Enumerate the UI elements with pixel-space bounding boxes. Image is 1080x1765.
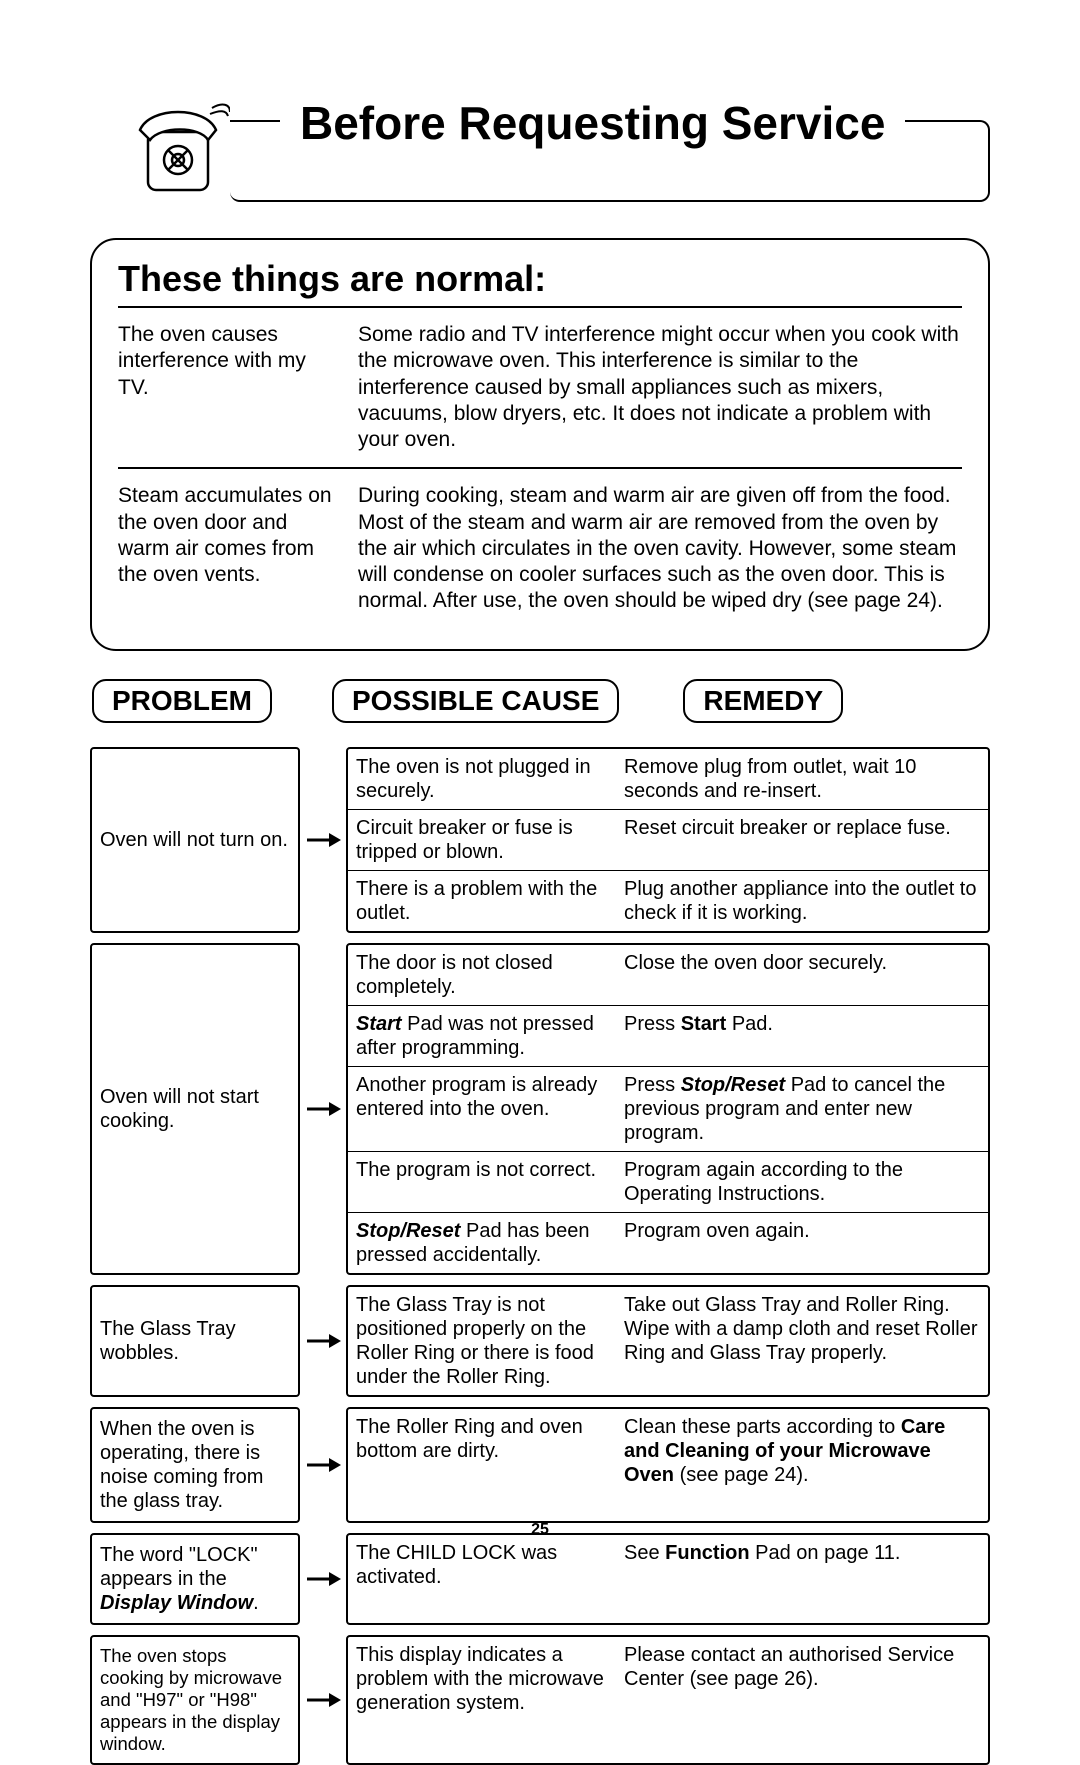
cause-remedy-box: The Glass Tray is not positioned properl… — [346, 1285, 990, 1397]
ts-row: Oven will not start cooking. The door is … — [90, 943, 990, 1275]
cause-remedy-box: This display indicates a problem with th… — [346, 1635, 990, 1765]
cause-remedy-line: Another program is already entered into … — [348, 1066, 988, 1151]
problem-cell: Oven will not start cooking. — [90, 943, 300, 1275]
cause-remedy-box: The Roller Ring and oven bottom are dirt… — [346, 1407, 990, 1523]
arrow-icon — [300, 1635, 346, 1765]
manual-page: Before Requesting Service These things a… — [0, 0, 1080, 1565]
cause-remedy-line: Circuit breaker or fuse is tripped or bl… — [348, 809, 988, 870]
cause-remedy-line: The door is not closed completely.Close … — [348, 945, 988, 1005]
cause-cell: There is a problem with the outlet. — [348, 871, 616, 931]
remedy-cell: Program oven again. — [616, 1213, 988, 1273]
remedy-cell: Close the oven door securely. — [616, 945, 988, 1005]
remedy-cell: Press Start Pad. — [616, 1006, 988, 1066]
normal-behaviour-box: These things are normal: The oven causes… — [90, 238, 990, 651]
cause-remedy-line: The Roller Ring and oven bottom are dirt… — [348, 1409, 988, 1493]
arrow-icon — [300, 1533, 346, 1625]
cause-cell: Circuit breaker or fuse is tripped or bl… — [348, 810, 616, 870]
arrow-icon — [300, 747, 346, 933]
remedy-cell: Reset circuit breaker or replace fuse. — [616, 810, 988, 870]
cause-cell: This display indicates a problem with th… — [348, 1637, 616, 1721]
page-number: 25 — [0, 1521, 1080, 1539]
remedy-cell: Press Stop/Reset Pad to cancel the previ… — [616, 1067, 988, 1151]
remedy-cell: Take out Glass Tray and Roller Ring. Wip… — [616, 1287, 988, 1395]
normal-row-left: The oven causes interference with my TV. — [118, 322, 338, 453]
arrow-icon — [300, 1407, 346, 1523]
normal-row: Steam accumulates on the oven door and w… — [118, 467, 962, 628]
remedy-cell: Clean these parts according to Care and … — [616, 1409, 988, 1493]
page-title: Before Requesting Service — [280, 96, 905, 150]
telephone-icon — [120, 92, 230, 202]
arrow-icon — [300, 943, 346, 1275]
cause-remedy-line: There is a problem with the outlet.Plug … — [348, 870, 988, 931]
cause-cell: Another program is already entered into … — [348, 1067, 616, 1151]
cause-cell: The Glass Tray is not positioned properl… — [348, 1287, 616, 1395]
normal-row: The oven causes interference with my TV.… — [118, 308, 962, 467]
problem-cell: Oven will not turn on. — [90, 747, 300, 933]
ts-row: The Glass Tray wobbles. The Glass Tray is… — [90, 1285, 990, 1397]
cause-cell: Start Pad was not pressed after programm… — [348, 1006, 616, 1066]
cause-remedy-box: The door is not closed completely.Close … — [346, 943, 990, 1275]
cause-remedy-box: The CHILD LOCK was activated.See Functio… — [346, 1533, 990, 1625]
normal-row-right: Some radio and TV interference might occ… — [358, 322, 962, 453]
cause-remedy-line: Start Pad was not pressed after programm… — [348, 1005, 988, 1066]
column-headers: PROBLEM POSSIBLE CAUSE REMEDY — [90, 679, 990, 723]
remedy-cell: Program again according to the Operating… — [616, 1152, 988, 1212]
cause-remedy-box: The oven is not plugged in securely.Remo… — [346, 747, 990, 933]
col-remedy: REMEDY — [683, 679, 843, 723]
col-cause: POSSIBLE CAUSE — [332, 679, 619, 723]
remedy-cell: Please contact an authorised Service Cen… — [616, 1637, 988, 1721]
cause-remedy-line: The Glass Tray is not positioned properl… — [348, 1287, 988, 1395]
arrow-icon — [300, 1285, 346, 1397]
normal-row-left: Steam accumulates on the oven door and w… — [118, 483, 338, 614]
normal-heading: These things are normal: — [118, 258, 962, 308]
cause-remedy-line: The oven is not plugged in securely.Remo… — [348, 749, 988, 809]
remedy-cell: Plug another appliance into the outlet t… — [616, 871, 988, 931]
page-title-wrap: Before Requesting Service — [90, 110, 990, 202]
problem-cell: The word "LOCK" appears in the Display W… — [90, 1533, 300, 1625]
ts-row: When the oven is operating, there is noi… — [90, 1407, 990, 1523]
ts-row: The oven stops cooking by microwave and … — [90, 1635, 990, 1765]
normal-rows: The oven causes interference with my TV.… — [118, 308, 962, 629]
cause-remedy-line: Stop/Reset Pad has been pressed accident… — [348, 1212, 988, 1273]
cause-cell: The door is not closed completely. — [348, 945, 616, 1005]
ts-row: The word "LOCK" appears in the Display W… — [90, 1533, 990, 1625]
normal-row-right: During cooking, steam and warm air are g… — [358, 483, 962, 614]
cause-remedy-line: The program is not correct.Program again… — [348, 1151, 988, 1212]
cause-cell: The oven is not plugged in securely. — [348, 749, 616, 809]
cause-cell: The Roller Ring and oven bottom are dirt… — [348, 1409, 616, 1493]
problem-cell: The Glass Tray wobbles. — [90, 1285, 300, 1397]
problem-cell: When the oven is operating, there is noi… — [90, 1407, 300, 1523]
troubleshoot-table: Oven will not turn on. The oven is not pl… — [90, 747, 990, 1765]
col-problem: PROBLEM — [92, 679, 272, 723]
cause-cell: The program is not correct. — [348, 1152, 616, 1212]
ts-row: Oven will not turn on. The oven is not pl… — [90, 747, 990, 933]
problem-cell: The oven stops cooking by microwave and … — [90, 1635, 300, 1765]
remedy-cell: Remove plug from outlet, wait 10 seconds… — [616, 749, 988, 809]
cause-cell: Stop/Reset Pad has been pressed accident… — [348, 1213, 616, 1273]
cause-remedy-line: This display indicates a problem with th… — [348, 1637, 988, 1721]
